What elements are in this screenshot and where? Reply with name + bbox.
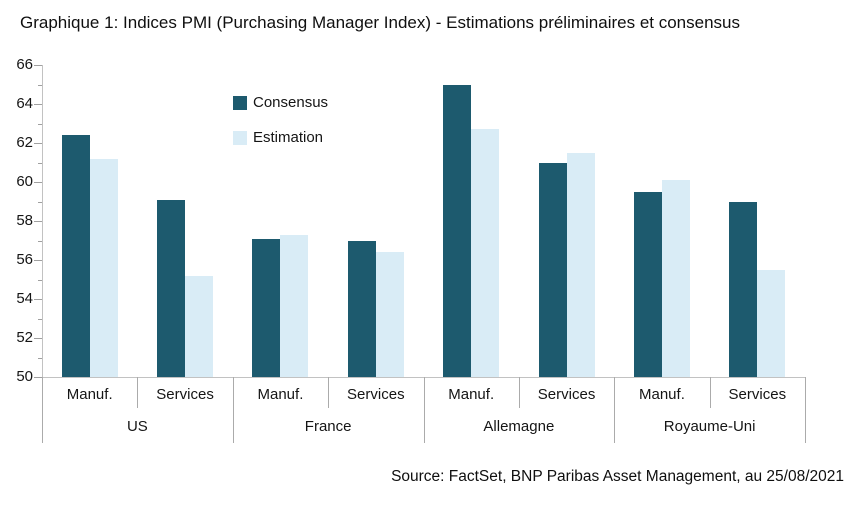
bar-france-manuf-estimation <box>280 234 309 377</box>
y-axis-tick-54 <box>34 299 42 300</box>
y-axis-tick-53 <box>38 318 42 320</box>
y-axis-label-50: 50 <box>16 368 33 385</box>
chart-title: Graphique 1: Indices PMI (Purchasing Man… <box>20 13 741 32</box>
legend-label-estimation: Estimation <box>253 129 324 146</box>
y-axis-tick-66 <box>34 65 42 66</box>
x-axis-group-label-us: US <box>126 418 148 435</box>
estimation-swatch-icon <box>233 130 247 145</box>
x-axis-category-separator <box>709 377 711 408</box>
x-axis-category-separator <box>518 377 520 408</box>
y-axis-tick-64 <box>34 104 42 105</box>
y-axis-tick-61 <box>38 162 42 164</box>
y-axis-tick-63 <box>38 123 42 125</box>
bar-us-manuf-consensus <box>61 135 90 377</box>
source-note: Source: FactSet, BNP Paribas Asset Manag… <box>391 468 844 485</box>
y-axis-label-64: 64 <box>16 95 33 112</box>
legend: Consensus Estimation <box>233 94 328 164</box>
x-axis-category-label-0: Manuf. <box>66 386 113 403</box>
x-axis-group-separator <box>232 377 234 443</box>
x-axis-group-label-royaume-uni: Royaume-Uni <box>663 418 756 435</box>
bar-france-services-consensus <box>347 240 376 377</box>
x-axis-category-label-2: Manuf. <box>257 386 304 403</box>
y-axis-label-56: 56 <box>16 251 33 268</box>
x-axis-category-label-7: Services <box>728 386 787 403</box>
x-axis-category-label-5: Services <box>537 386 596 403</box>
x-axis-category-label-6: Manuf. <box>639 386 685 403</box>
y-axis-tick-51 <box>38 357 42 359</box>
bar-allemagne-manuf-estimation <box>471 129 500 377</box>
x-axis-category-label-3: Services <box>347 386 405 403</box>
x-axis-category-label-4: Manuf. <box>448 386 495 403</box>
legend-item-estimation: Estimation <box>233 129 328 146</box>
bar-us-manuf-estimation <box>89 158 118 377</box>
legend-item-consensus: Consensus <box>233 94 328 111</box>
y-axis-label-58: 58 <box>16 212 33 229</box>
bar-allemagne-manuf-consensus <box>443 84 472 377</box>
y-axis-tick-62 <box>34 143 42 144</box>
x-axis-group-separator <box>614 377 616 443</box>
x-axis-group-label-france: France <box>304 418 352 435</box>
x-axis-group-separator <box>423 377 425 443</box>
y-axis-tick-57 <box>38 240 42 242</box>
bar-royaume-uni-manuf-consensus <box>633 191 662 377</box>
bar-royaume-uni-manuf-estimation <box>661 180 690 377</box>
y-axis-tick-56 <box>34 260 42 261</box>
y-axis-tick-60 <box>34 182 42 183</box>
y-axis-tick-50 <box>34 377 42 378</box>
y-axis-label-60: 60 <box>16 173 33 190</box>
y-axis-label-66: 66 <box>16 56 33 73</box>
bar-royaume-uni-services-estimation <box>757 269 786 377</box>
y-axis-label-62: 62 <box>16 134 33 151</box>
y-axis-label-52: 52 <box>16 329 33 346</box>
y-axis-tick-58 <box>34 221 42 222</box>
x-axis-category-separator <box>328 377 330 408</box>
x-axis-category-label-1: Services <box>156 386 214 403</box>
bar-us-services-estimation <box>185 275 214 377</box>
y-axis-line <box>42 65 43 377</box>
bar-royaume-uni-services-consensus <box>729 201 758 377</box>
y-axis-tick-55 <box>38 279 42 281</box>
y-axis-tick-52 <box>34 338 42 339</box>
x-axis-group-separator <box>805 377 806 443</box>
bar-france-manuf-consensus <box>252 238 281 377</box>
y-axis-label-54: 54 <box>16 290 33 307</box>
x-axis-group-label-allemagne: Allemagne <box>483 418 555 435</box>
y-axis-tick-65 <box>38 84 42 86</box>
x-axis-group-separator <box>42 377 43 443</box>
y-axis-tick-59 <box>38 201 42 203</box>
bar-us-services-consensus <box>157 199 186 377</box>
bar-france-services-estimation <box>375 252 404 377</box>
x-axis-category-separator <box>137 377 139 408</box>
consensus-swatch-icon <box>233 95 247 110</box>
bar-allemagne-services-consensus <box>538 162 567 377</box>
legend-label-consensus: Consensus <box>253 94 329 111</box>
bar-allemagne-services-estimation <box>566 152 595 377</box>
